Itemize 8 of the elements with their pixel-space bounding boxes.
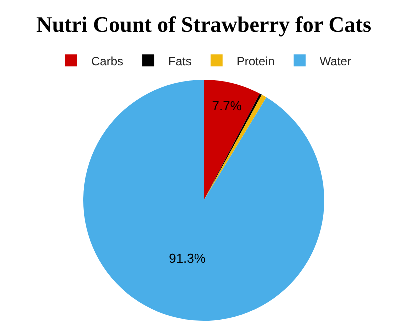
legend-label: Water — [320, 54, 352, 68]
chart-title: Nutri Count of Strawberry for Cats — [36, 12, 372, 38]
data-label: 91.3% — [169, 251, 206, 266]
pie-slice — [84, 80, 324, 321]
legend-label: Carbs — [92, 54, 124, 68]
legend-label: Fats — [168, 54, 192, 68]
data-label: 7.7% — [212, 98, 242, 114]
legend-label: Protein — [236, 54, 275, 68]
